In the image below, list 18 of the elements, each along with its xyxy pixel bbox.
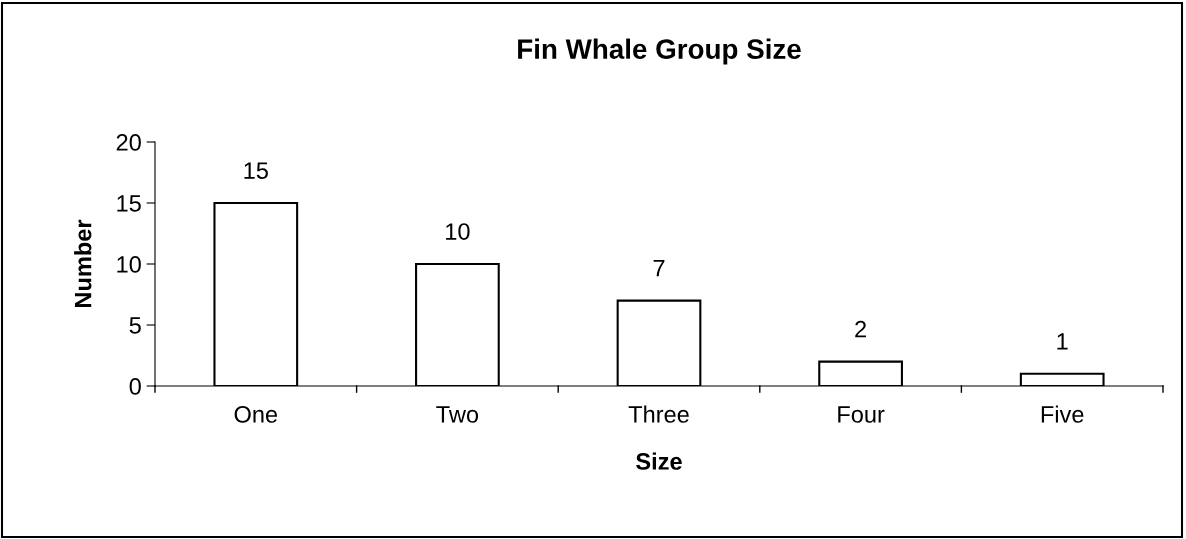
y-tick-label: 10 bbox=[117, 256, 141, 273]
data-label: 7 bbox=[653, 260, 665, 277]
data-label: 2 bbox=[855, 320, 866, 338]
x-tick-label: Five bbox=[1041, 405, 1084, 423]
chart-title: Fin Whale Group Size bbox=[518, 38, 801, 65]
x-tick-label: Two bbox=[436, 406, 479, 423]
y-tick-label: 15 bbox=[117, 195, 141, 212]
data-label: 10 bbox=[446, 223, 470, 240]
x-tick-label: Three bbox=[628, 405, 689, 423]
x-tick-label: Four bbox=[838, 406, 885, 423]
x-tick-label: One bbox=[234, 406, 278, 423]
x-axis-title: Size bbox=[636, 452, 682, 470]
y-axis-title: Number bbox=[74, 219, 92, 308]
data-label: 15 bbox=[244, 162, 268, 179]
y-tick-label: 20 bbox=[116, 134, 141, 151]
y-tick-label: 0 bbox=[129, 378, 141, 395]
y-tick-label: 5 bbox=[129, 317, 141, 334]
data-label: 1 bbox=[1057, 333, 1068, 350]
